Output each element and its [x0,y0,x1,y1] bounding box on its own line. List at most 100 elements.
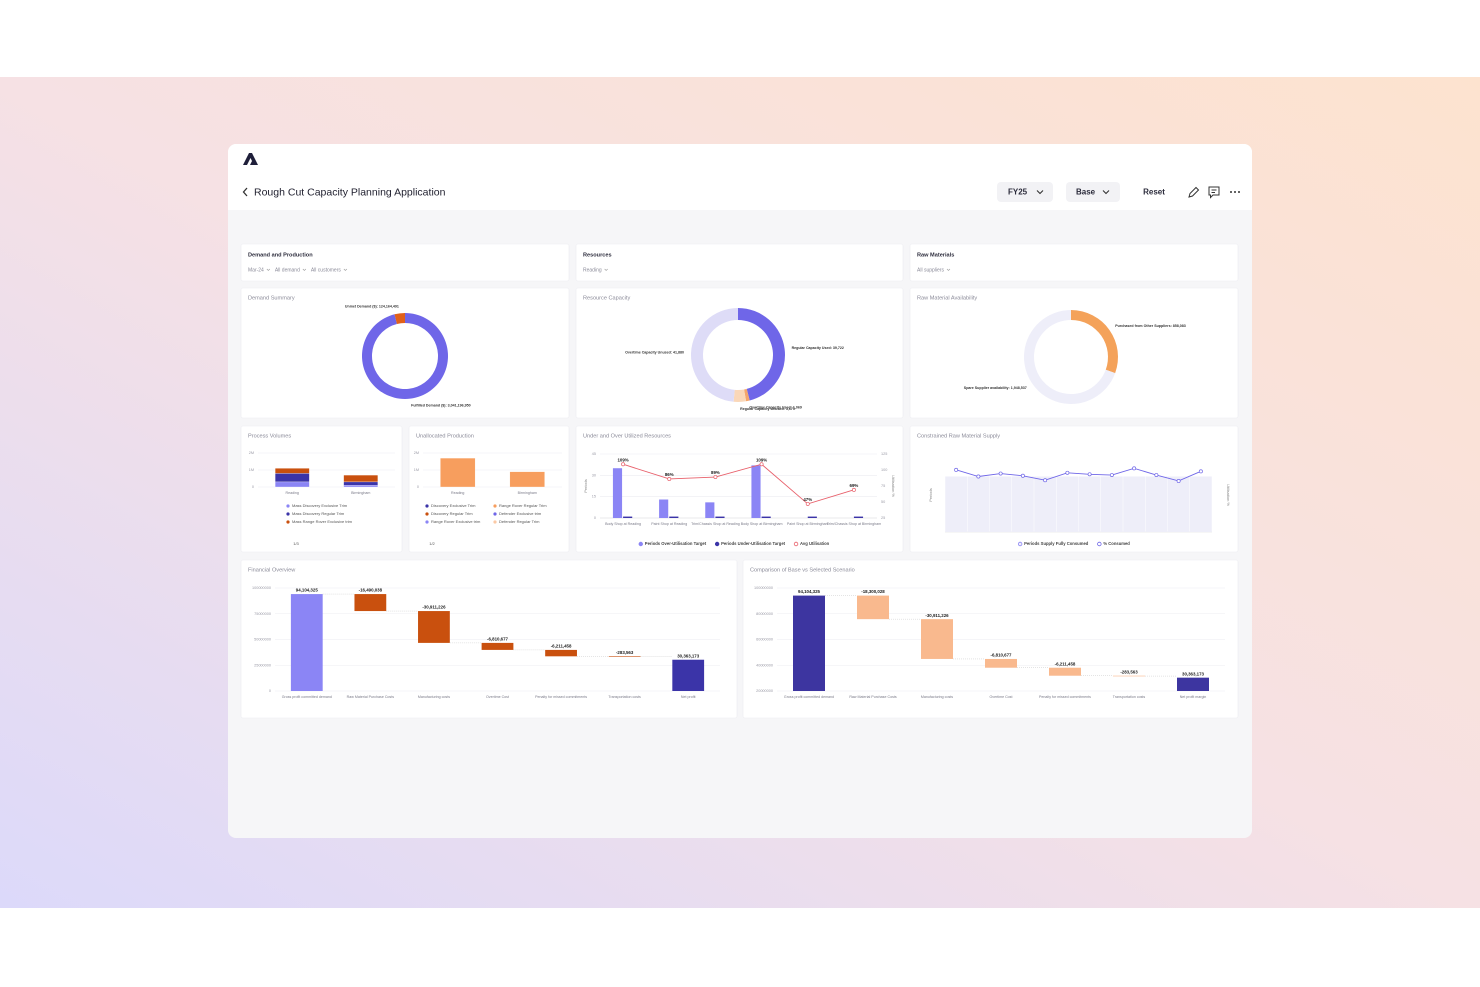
chart-title[interactable]: Process Volumes [248,433,291,439]
data-label: -283,563 [1120,669,1138,674]
legend-swatch [714,541,720,547]
data-label: -6,810,677 [991,653,1013,658]
x-tick-label: Paint Shop at Reading [651,522,687,526]
x-tick-label: Reading [286,491,299,495]
waterfall-bar [608,656,641,657]
logo[interactable] [243,153,258,165]
legend-label: Periods Supply Fully Consumed [1024,541,1089,546]
data-label: 30,363,173 [1182,671,1205,676]
bar-segment [509,471,545,488]
chart-title[interactable]: Raw Material Availability [917,295,977,301]
x-tick-label: Manufacturing costs [418,695,450,699]
legend-swatch [493,512,497,516]
legend-label: Defender Exclusive trim [499,511,542,516]
chart-title[interactable]: Under and Over Utilized Resources [583,433,671,439]
data-label: 94,104,325 [296,588,319,593]
y-tick-label: 100 [881,468,887,472]
x-tick-label: Penalty for missed commitments [535,695,587,699]
slice-label: Overtime Capacity Used: 1,069 [749,406,802,410]
bar-segment [274,473,310,483]
chart-title[interactable]: Demand Summary [248,295,295,301]
bar [967,476,990,532]
data-label: 89% [711,470,720,475]
scenario-select[interactable] [1066,182,1120,202]
bar [612,468,623,518]
bar [1011,476,1034,532]
app-header [228,144,1252,210]
caret [1102,190,1110,195]
filter-option[interactable]: Reading [583,267,602,273]
chart-panel [240,425,403,553]
y-tick-label: 45 [592,452,596,456]
waterfall-bar [545,649,577,657]
legend-label: Range Rover Regular Trim [499,503,547,508]
year-select[interactable] [997,182,1053,202]
filter-option[interactable]: Mar-24 [248,267,264,273]
data-label: 69% [850,483,859,488]
bar [1078,476,1101,532]
chart-title[interactable]: Financial Overview [248,567,296,573]
caret [604,268,608,271]
bar [1123,476,1146,532]
legend-label: Discovery Regular Trim [431,511,473,516]
line-point [1020,473,1025,478]
bar [715,516,725,518]
line-point [1132,466,1137,471]
filter-card [240,243,570,282]
line-point [1176,478,1181,483]
filter-option[interactable]: All customers [311,267,342,273]
more-icon[interactable] [1230,191,1240,193]
chart-title[interactable]: Comparison of Base vs Selected Scenario [750,567,855,573]
bar [1189,476,1212,532]
y-tick-label: 20000000 [756,689,773,693]
filter-option[interactable]: All suppliers [917,267,944,273]
back-button[interactable] [242,187,248,197]
slice-label: Spare Supplier availability: 1,948,537 [964,386,1027,390]
legend-label: Periods Over-Utilisation Target [645,541,707,546]
chart-title[interactable]: Resource Capacity [583,295,630,301]
legend-swatch [638,541,643,547]
edit-icon[interactable] [1188,186,1200,198]
y-tick-label: 40000000 [756,663,773,667]
pagination[interactable]: 1/3 [293,541,299,546]
bar [751,465,761,518]
data-label: 109% [756,457,767,462]
x-tick-label: Gross profit committed demand [784,695,834,699]
reset-button[interactable]: Reset [1143,188,1165,197]
data-label: 86% [665,472,674,477]
chart-title[interactable]: Unallocated Production [416,433,474,439]
filter-card [575,243,904,282]
bar [761,516,771,518]
year-select-label: FY25 [1008,188,1028,197]
bar-segment [343,481,379,486]
bar [623,516,633,518]
data-label: -30,911,226 [422,605,446,610]
chart-panel [909,287,1239,419]
caret [946,268,951,271]
x-tick-label: Manufacturing costs [921,695,953,699]
bar [945,476,968,532]
line-point [1198,469,1203,474]
x-tick-label: Net profit margin [1180,695,1207,699]
filter-title: Raw Materials [917,252,954,258]
chart-title[interactable]: Constrained Raw Material Supply [917,433,1000,439]
data-label: -18,300,028 [861,589,885,594]
x-tick-label: Reading [451,491,464,495]
pagination[interactable]: 1/2 [429,541,435,546]
line-point [805,501,810,506]
x-tick-label: Body Shop at Reading [605,522,641,526]
line-point [998,471,1003,476]
line-point [1109,473,1114,477]
app-title: Rough Cut Capacity Planning Application [254,186,446,198]
data-label: -6,211,458 [1055,661,1076,666]
data-label: 30,363,173 [677,653,700,658]
comment-icon[interactable] [1208,186,1220,199]
filter-option[interactable]: All demand [275,267,300,273]
line-point [851,487,856,492]
bar [1145,476,1168,532]
y-axis-title: Periods [928,488,933,502]
y-axis-title: Periods [583,479,588,493]
caret [343,268,348,271]
bar [1167,476,1190,532]
